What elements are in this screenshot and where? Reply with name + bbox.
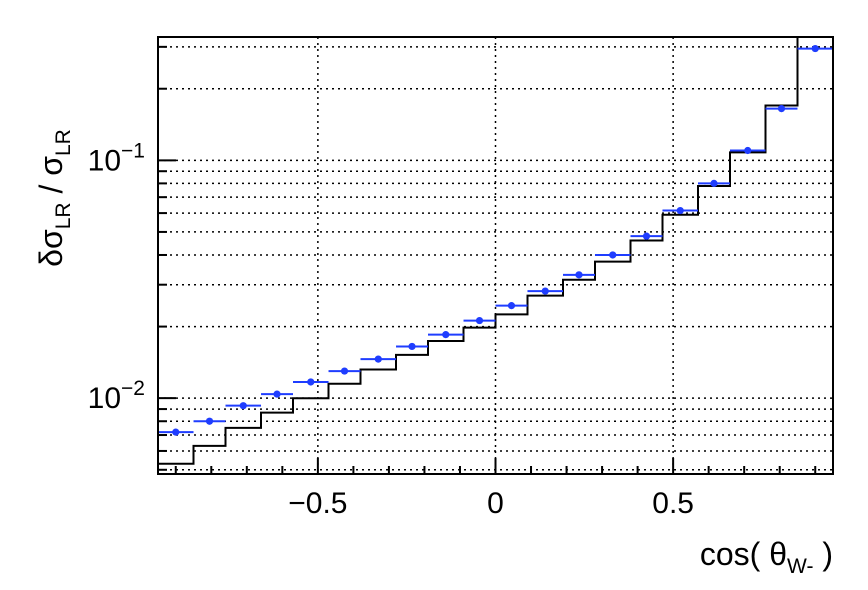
data-point (676, 206, 684, 215)
data-point (172, 428, 180, 436)
data-point (442, 331, 450, 339)
data-point (408, 342, 416, 351)
data-point (475, 316, 484, 325)
points-series (158, 44, 833, 436)
data-point (307, 378, 315, 386)
grid (158, 37, 833, 474)
data-point (744, 146, 752, 155)
y-tick-label: 10−1 (88, 139, 145, 177)
data-point (575, 271, 583, 279)
axis-ticks (158, 45, 817, 474)
data-point (642, 232, 651, 240)
data-point (205, 417, 214, 425)
data-point (710, 179, 718, 187)
data-point (374, 355, 382, 363)
data-point (777, 105, 786, 113)
data-point (239, 402, 247, 410)
x-tick-label: 0.5 (652, 487, 694, 520)
data-point (609, 251, 617, 259)
x-axis-title: cos( θW- ) (700, 536, 833, 578)
histogram-line (158, 36, 833, 465)
y-axis-title: δσLR / σLR (33, 129, 75, 267)
data-point (507, 302, 516, 310)
data-point (273, 390, 281, 398)
x-tick-label: −0.5 (288, 487, 347, 520)
data-point (541, 287, 549, 295)
tick-labels: −0.5 0 0.5 10−2 10−1 (88, 139, 694, 520)
data-point (811, 44, 819, 53)
histogram-series (158, 36, 833, 465)
y-tick-label: 10−2 (88, 377, 145, 415)
x-tick-label: 0 (487, 487, 504, 520)
data-point (340, 367, 349, 375)
